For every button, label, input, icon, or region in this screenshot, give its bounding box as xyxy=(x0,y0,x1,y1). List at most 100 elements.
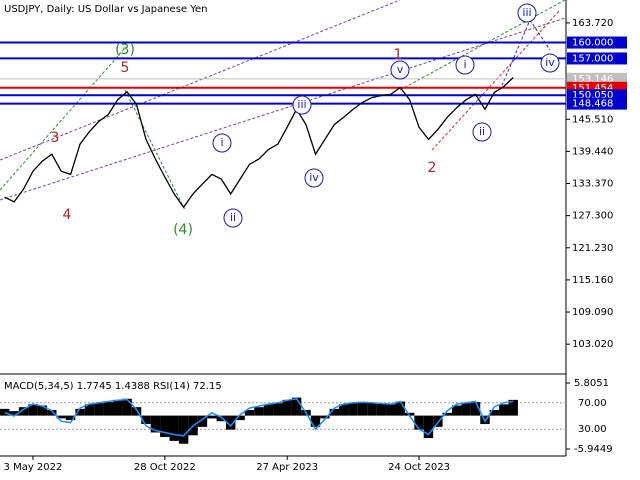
macd-bar xyxy=(376,403,387,416)
macd-bar xyxy=(508,399,518,416)
wave-label: ii xyxy=(479,125,485,138)
wave-label: iv xyxy=(545,56,555,69)
macd-bar xyxy=(489,409,500,416)
wave-circle xyxy=(212,133,232,153)
wave-circle xyxy=(455,55,475,75)
macd-bar xyxy=(207,415,217,419)
level-label: 148.468 xyxy=(572,99,613,110)
macd-bar xyxy=(339,404,349,416)
macd-bar xyxy=(75,408,85,416)
y-tick-label: 103.020 xyxy=(572,339,613,350)
level-label: 151.454 xyxy=(572,83,613,94)
y-tick-label: 139.440 xyxy=(572,146,613,157)
macd-bar xyxy=(9,411,19,416)
wave-label: iii xyxy=(297,98,306,111)
macd-bar xyxy=(56,415,66,419)
price-line xyxy=(4,77,514,209)
macd-bar xyxy=(461,403,471,416)
wave-circle xyxy=(292,95,312,115)
macd-bar xyxy=(499,404,509,416)
y-tick-label: 145.510 xyxy=(572,114,613,125)
macd-bar xyxy=(160,415,170,437)
trend-line xyxy=(0,47,126,191)
macd-bar xyxy=(433,415,443,427)
y-tick-label: 121.230 xyxy=(572,243,613,254)
macd-bar xyxy=(94,403,104,416)
wave-circle xyxy=(304,168,324,188)
level-label: 157.000 xyxy=(572,53,613,64)
wave-label: 4 xyxy=(63,207,72,223)
trend-line xyxy=(499,19,531,91)
macd-bar xyxy=(37,405,48,416)
macd-bar xyxy=(423,415,434,439)
x-tick-label: 28 Oct 2022 xyxy=(134,462,196,473)
trend-line xyxy=(431,9,561,151)
macd-bar xyxy=(357,402,368,416)
chart-title: USDJPY, Daily: US Dollar vs Japanese Yen xyxy=(4,4,208,15)
wave-circle xyxy=(223,208,243,228)
macd-bar xyxy=(470,402,481,416)
wave-label: 3 xyxy=(51,130,60,146)
macd-bar xyxy=(282,399,292,416)
macd-bar xyxy=(263,404,274,416)
rsi-line xyxy=(4,397,514,437)
macd-bar xyxy=(235,415,245,421)
macd-bar xyxy=(216,415,226,422)
wave-label: (4) xyxy=(173,222,193,238)
wave-circle xyxy=(390,60,410,80)
wave-label: iii xyxy=(522,6,531,19)
wave-circle xyxy=(517,3,537,23)
macd-bar xyxy=(310,415,321,427)
level-label-box xyxy=(567,97,627,110)
macd-bar xyxy=(84,404,95,416)
macd-bar xyxy=(18,407,29,416)
x-tick-label: 24 Oct 2023 xyxy=(388,462,450,473)
x-tick-label: 3 May 2022 xyxy=(4,462,63,473)
y2-tick-label: 30.00 xyxy=(578,424,607,435)
macd-bar xyxy=(226,415,236,430)
wave-circle xyxy=(472,122,492,142)
macd-bar xyxy=(178,415,189,444)
macd-bar xyxy=(169,415,179,441)
macd-bar xyxy=(291,397,302,416)
wave-circle xyxy=(540,53,560,73)
macd-bar xyxy=(122,398,132,416)
level-label: 160.000 xyxy=(572,38,613,49)
macd-bar xyxy=(414,415,424,430)
trend-line xyxy=(399,0,566,91)
macd-bar xyxy=(28,404,38,416)
y-tick-label: 5.8051 xyxy=(574,378,609,389)
macd-bar xyxy=(244,409,255,416)
level-label-box xyxy=(567,36,627,49)
macd-bar xyxy=(452,405,462,416)
wave-label: iv xyxy=(309,171,319,184)
macd-bar xyxy=(47,409,57,416)
macd-bar xyxy=(367,402,377,416)
wave-label: v xyxy=(397,63,404,76)
macd-bar xyxy=(273,403,283,416)
trend-line xyxy=(124,89,186,211)
macd-bar xyxy=(141,415,151,425)
indicator-title: MACD(5,34,5) 1.7745 1.4388 RSI(14) 72.15 xyxy=(4,381,222,392)
wave-label: 1 xyxy=(394,47,403,63)
macd-bar xyxy=(113,399,123,416)
wave-label: i xyxy=(463,58,466,71)
y-tick-label: 127.300 xyxy=(572,211,613,222)
y-tick-label: 163.720 xyxy=(572,18,613,29)
y2-tick-label: 70.00 xyxy=(578,398,607,409)
macd-bar xyxy=(131,407,142,416)
level-label: 150.050 xyxy=(572,90,613,101)
wave-label: ii xyxy=(230,211,236,224)
macd-bar xyxy=(197,415,208,427)
level-label: 153.146 xyxy=(572,74,613,85)
trend-line xyxy=(529,19,551,51)
macd-bar xyxy=(395,401,405,416)
macd-bar xyxy=(0,408,10,416)
macd-bar xyxy=(329,408,339,416)
wave-label: (3) xyxy=(115,42,135,58)
y-tick-label: 109.090 xyxy=(572,307,613,318)
level-label-box xyxy=(567,52,627,65)
y-tick-label: -5.9449 xyxy=(574,444,613,455)
